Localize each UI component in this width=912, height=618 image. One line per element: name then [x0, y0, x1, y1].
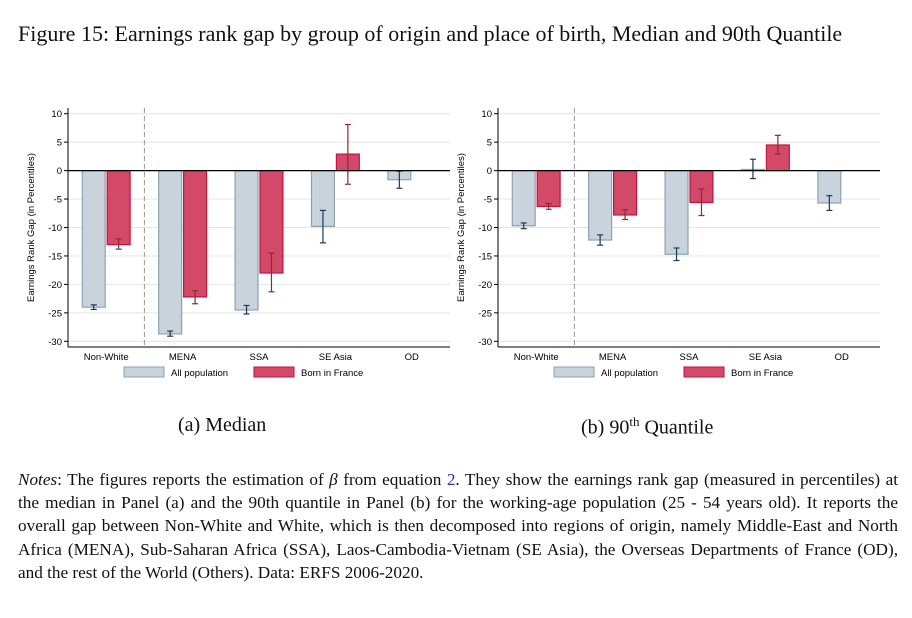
- panel-a: 10 5 0 -5 -10 -15 -20 -25 -30 Earnings Rank Gap (…: [20, 100, 460, 395]
- y-tick-label: -30: [478, 337, 492, 348]
- x-tick-label: SSA: [679, 352, 699, 363]
- x-tick-label: MENA: [599, 352, 627, 363]
- legend-swatch-born-in-france: [683, 366, 725, 378]
- bar-all-population: [511, 169, 536, 227]
- x-tick-label: OD: [835, 352, 849, 363]
- x-tick-label: Non-White: [514, 352, 559, 363]
- y-tick-label: -15: [478, 251, 492, 262]
- legend-label-all-population: All population: [171, 368, 228, 379]
- bar-born-in-france: [183, 169, 208, 298]
- y-tick-label: -20: [478, 280, 492, 291]
- x-tick-label: SE Asia: [319, 352, 353, 363]
- x-tick-label: SE Asia: [749, 352, 783, 363]
- y-tick-label: -20: [48, 280, 62, 291]
- bar-all-population: [664, 169, 689, 255]
- chart-median: 10 5 0 -5 -10 -15 -20 -25 -30 Earnings Rank Gap (…: [26, 108, 450, 379]
- y-tick-label: 0: [487, 166, 492, 177]
- notes-label: Notes: [18, 470, 58, 489]
- legend-swatch-all-population: [553, 366, 595, 378]
- beta-symbol: β: [329, 470, 338, 489]
- equation-link[interactable]: 2: [446, 470, 456, 489]
- caption-a: (a) Median: [178, 414, 267, 436]
- bar-all-population: [234, 169, 259, 311]
- y-tick-label: -10: [478, 223, 492, 234]
- legend-swatch-all-population: [123, 366, 165, 378]
- caption-b-sup: th: [629, 414, 640, 429]
- bar-born-in-france: [536, 169, 561, 208]
- y-tick-label: 5: [487, 138, 492, 149]
- y-tick-label: -25: [478, 308, 492, 319]
- bar-born-in-france: [613, 169, 638, 216]
- y-tick-label: 5: [57, 138, 62, 149]
- x-tick-label: OD: [405, 352, 419, 363]
- notes-text-3: . They show the earnings rank gap (measu…: [18, 470, 899, 582]
- notes: Notes: The figures reports the estimatio…: [18, 468, 898, 584]
- legend-label-born-in-france: Born in France: [301, 368, 363, 379]
- bar-all-population: [588, 169, 613, 241]
- bar-all-population: [158, 169, 183, 335]
- legend-label-born-in-france: Born in France: [731, 368, 793, 379]
- y-tick-label: -5: [484, 195, 492, 206]
- caption-b-suffix: Quantile: [639, 416, 714, 439]
- y-tick-label: 0: [57, 166, 62, 177]
- y-tick-label: -15: [48, 251, 62, 262]
- bar-all-population: [81, 169, 106, 308]
- x-tick-label: MENA: [169, 352, 197, 363]
- notes-text-1: : The figures reports the estimation of: [57, 470, 330, 489]
- y-axis-label: Earnings Rank Gap (in Percentiles): [456, 153, 467, 302]
- legend-label-all-population: All population: [601, 368, 658, 379]
- x-tick-label: Non-White: [84, 352, 129, 363]
- y-tick-label: -10: [48, 223, 62, 234]
- y-tick-label: -25: [48, 308, 62, 319]
- x-tick-label: SSA: [249, 352, 269, 363]
- y-axis-label: Earnings Rank Gap (in Percentiles): [26, 153, 37, 302]
- chart-90th-quantile: 10 5 0 -5 -10 -15 -20 -25 -30 Earnings Rank Gap (…: [456, 108, 880, 379]
- panel-b: 10 5 0 -5 -10 -15 -20 -25 -30 Earnings Rank Gap (…: [450, 100, 890, 395]
- legend-swatch-born-in-france: [253, 366, 295, 378]
- notes-text-2: from equation: [337, 470, 447, 489]
- caption-b: (b) 90th Quantile: [581, 414, 713, 440]
- y-tick-label: 10: [51, 109, 62, 120]
- y-tick-label: 10: [481, 109, 492, 120]
- figure-title: Figure 15: Earnings rank gap by group of…: [18, 21, 843, 46]
- y-tick-label: -30: [48, 337, 62, 348]
- caption-b-prefix: (b) 90: [581, 416, 630, 439]
- y-tick-label: -5: [54, 195, 62, 206]
- bar-born-in-france: [106, 169, 131, 246]
